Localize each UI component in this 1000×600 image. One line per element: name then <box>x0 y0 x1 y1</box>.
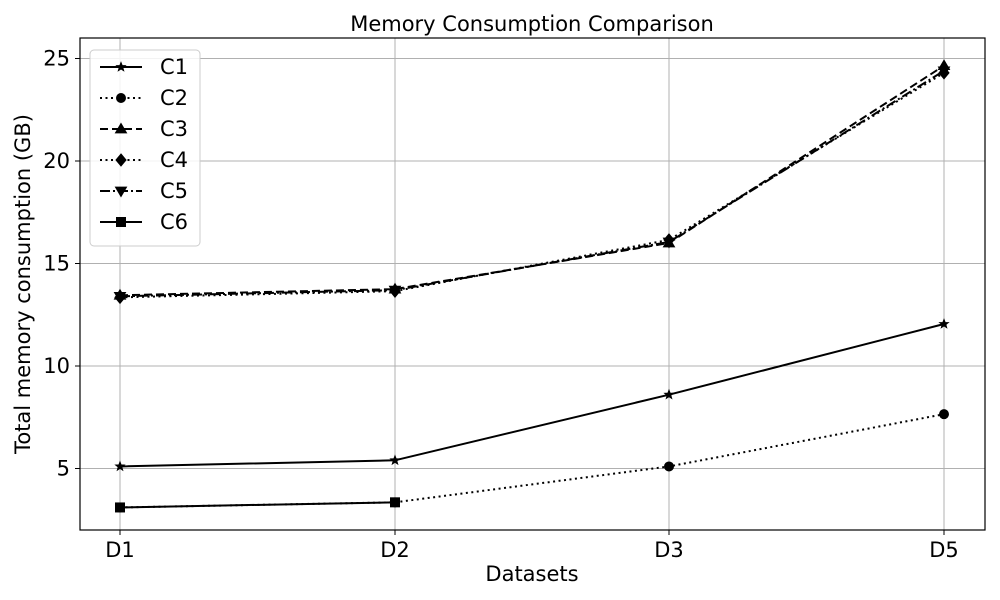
legend-marker <box>114 186 128 198</box>
legend-label: C3 <box>160 117 188 141</box>
legend-label: C4 <box>160 148 188 172</box>
series-line-c3 <box>119 64 945 297</box>
series-c4 <box>114 66 950 305</box>
y-tick-label: 15 <box>43 252 70 276</box>
y-tick-label: 25 <box>43 47 70 71</box>
legend-marker <box>115 61 127 72</box>
legend-entry: C1 <box>100 55 188 79</box>
data-point-c6 <box>115 502 125 513</box>
tick-labels: D1 D2 D3 D5 5 10 15 20 25 <box>43 47 959 563</box>
legend-entry: C6 <box>100 210 188 234</box>
legend-entry: C5 <box>100 179 188 203</box>
legend-marker <box>116 217 126 227</box>
data-point-c5 <box>662 237 676 249</box>
x-tick-label: D1 <box>105 538 135 562</box>
data-point-c2 <box>664 461 674 472</box>
x-tick-label: D5 <box>929 538 959 562</box>
legend-label: C5 <box>160 179 188 203</box>
series-line-c1 <box>119 323 945 468</box>
legend-entry: C3 <box>100 117 188 141</box>
x-axis-label: Datasets <box>485 562 578 586</box>
series-line-c5 <box>119 69 945 298</box>
series-c1 <box>114 318 950 472</box>
legend-marker <box>116 93 126 103</box>
plot-frame <box>79 37 986 531</box>
series-line-c6 <box>119 501 396 509</box>
legend-label: C2 <box>160 86 188 110</box>
series-lines <box>113 59 951 513</box>
data-point-c5 <box>937 66 951 78</box>
chart-title: Memory Consumption Comparison <box>350 12 714 36</box>
data-point-c1 <box>938 318 950 329</box>
y-tick-label: 10 <box>43 354 70 378</box>
legend-entry: C2 <box>100 86 188 110</box>
legend-label: C1 <box>160 55 188 79</box>
series-c6 <box>115 497 400 513</box>
series-c5 <box>113 66 951 303</box>
y-axis-label: Total memory consumption (GB) <box>11 114 35 455</box>
y-tick-label: 5 <box>57 457 70 481</box>
grid <box>80 38 985 530</box>
data-point-c1 <box>114 460 126 472</box>
legend-marker <box>114 122 128 134</box>
data-point-c1 <box>663 388 675 400</box>
legend-label: C6 <box>160 210 188 234</box>
data-point-c2 <box>939 409 949 420</box>
series-c2 <box>115 409 949 513</box>
x-tick-label: D3 <box>654 538 684 562</box>
data-point-c6 <box>390 497 400 508</box>
data-point-c1 <box>389 454 401 466</box>
legend: C1 C2 C3 C4 C5 C6 <box>89 49 201 247</box>
data-point-c5 <box>388 285 402 297</box>
data-point-c5 <box>113 291 127 303</box>
legend-entry: C4 <box>100 148 188 172</box>
x-tick-label: D2 <box>380 538 410 562</box>
y-tick-label: 20 <box>43 149 70 173</box>
legend-marker <box>115 153 127 167</box>
